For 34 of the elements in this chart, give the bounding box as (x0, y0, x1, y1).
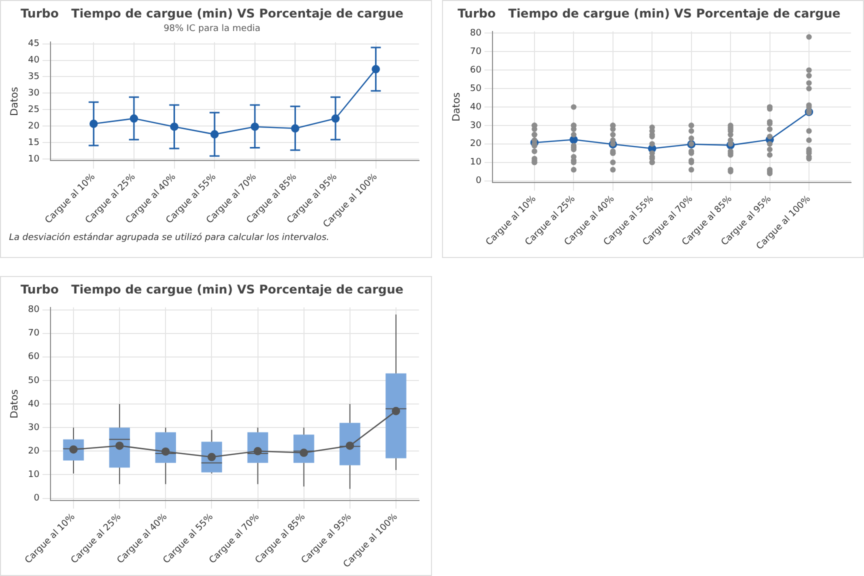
y-tick-label: 25 (28, 104, 40, 115)
y-axis-title: Datos (452, 92, 463, 122)
y-tick-label: 40 (28, 56, 40, 66)
chart-title: Turbo Tiempo de cargue (min) VS Porcentaje de cargue (20, 6, 404, 20)
y-tick-label: 30 (470, 120, 482, 131)
y-tick-label: 15 (28, 138, 40, 148)
y-tick-label: 10 (28, 154, 40, 164)
y-tick-label: 60 (28, 352, 40, 362)
y-tick-label: 50 (28, 376, 40, 386)
y-tick-label: 20 (470, 139, 482, 150)
y-tick-label: 70 (28, 328, 40, 339)
y-axis-title: Datos (10, 389, 21, 419)
y-tick-label: 70 (470, 47, 482, 58)
y-tick-label: 30 (28, 88, 40, 99)
y-tick-label: 35 (28, 72, 40, 82)
y-tick-label: 40 (28, 399, 40, 410)
y-tick-label: 0 (34, 494, 40, 504)
y-tick-label: 30 (28, 422, 40, 433)
y-tick-label: 80 (28, 305, 40, 316)
y-tick-label: 40 (470, 102, 482, 112)
text: La desviación estándar agrupada se utilizó para calcular los intervalos. (8, 233, 330, 243)
y-axis-title: Datos (10, 86, 21, 116)
y-tick-label: 50 (470, 84, 482, 94)
y-tick-label: 60 (470, 65, 482, 76)
chart-title: Turbo Tiempo de cargue (min) VS Porcentaje de cargue (458, 6, 840, 20)
y-tick-label: 10 (28, 470, 40, 480)
y-tick-label: 0 (476, 176, 482, 186)
chart-title: Turbo Tiempo de cargue (min) VS Porcentaje de cargue (20, 282, 404, 296)
y-tick-label: 80 (470, 28, 482, 39)
y-tick-label: 20 (28, 446, 40, 456)
y-tick-label: 45 (28, 39, 40, 50)
y-tick-label: 10 (470, 158, 482, 168)
y-tick-label: 20 (28, 121, 40, 132)
chart-subtitle: 98% IC para la media (164, 24, 260, 34)
